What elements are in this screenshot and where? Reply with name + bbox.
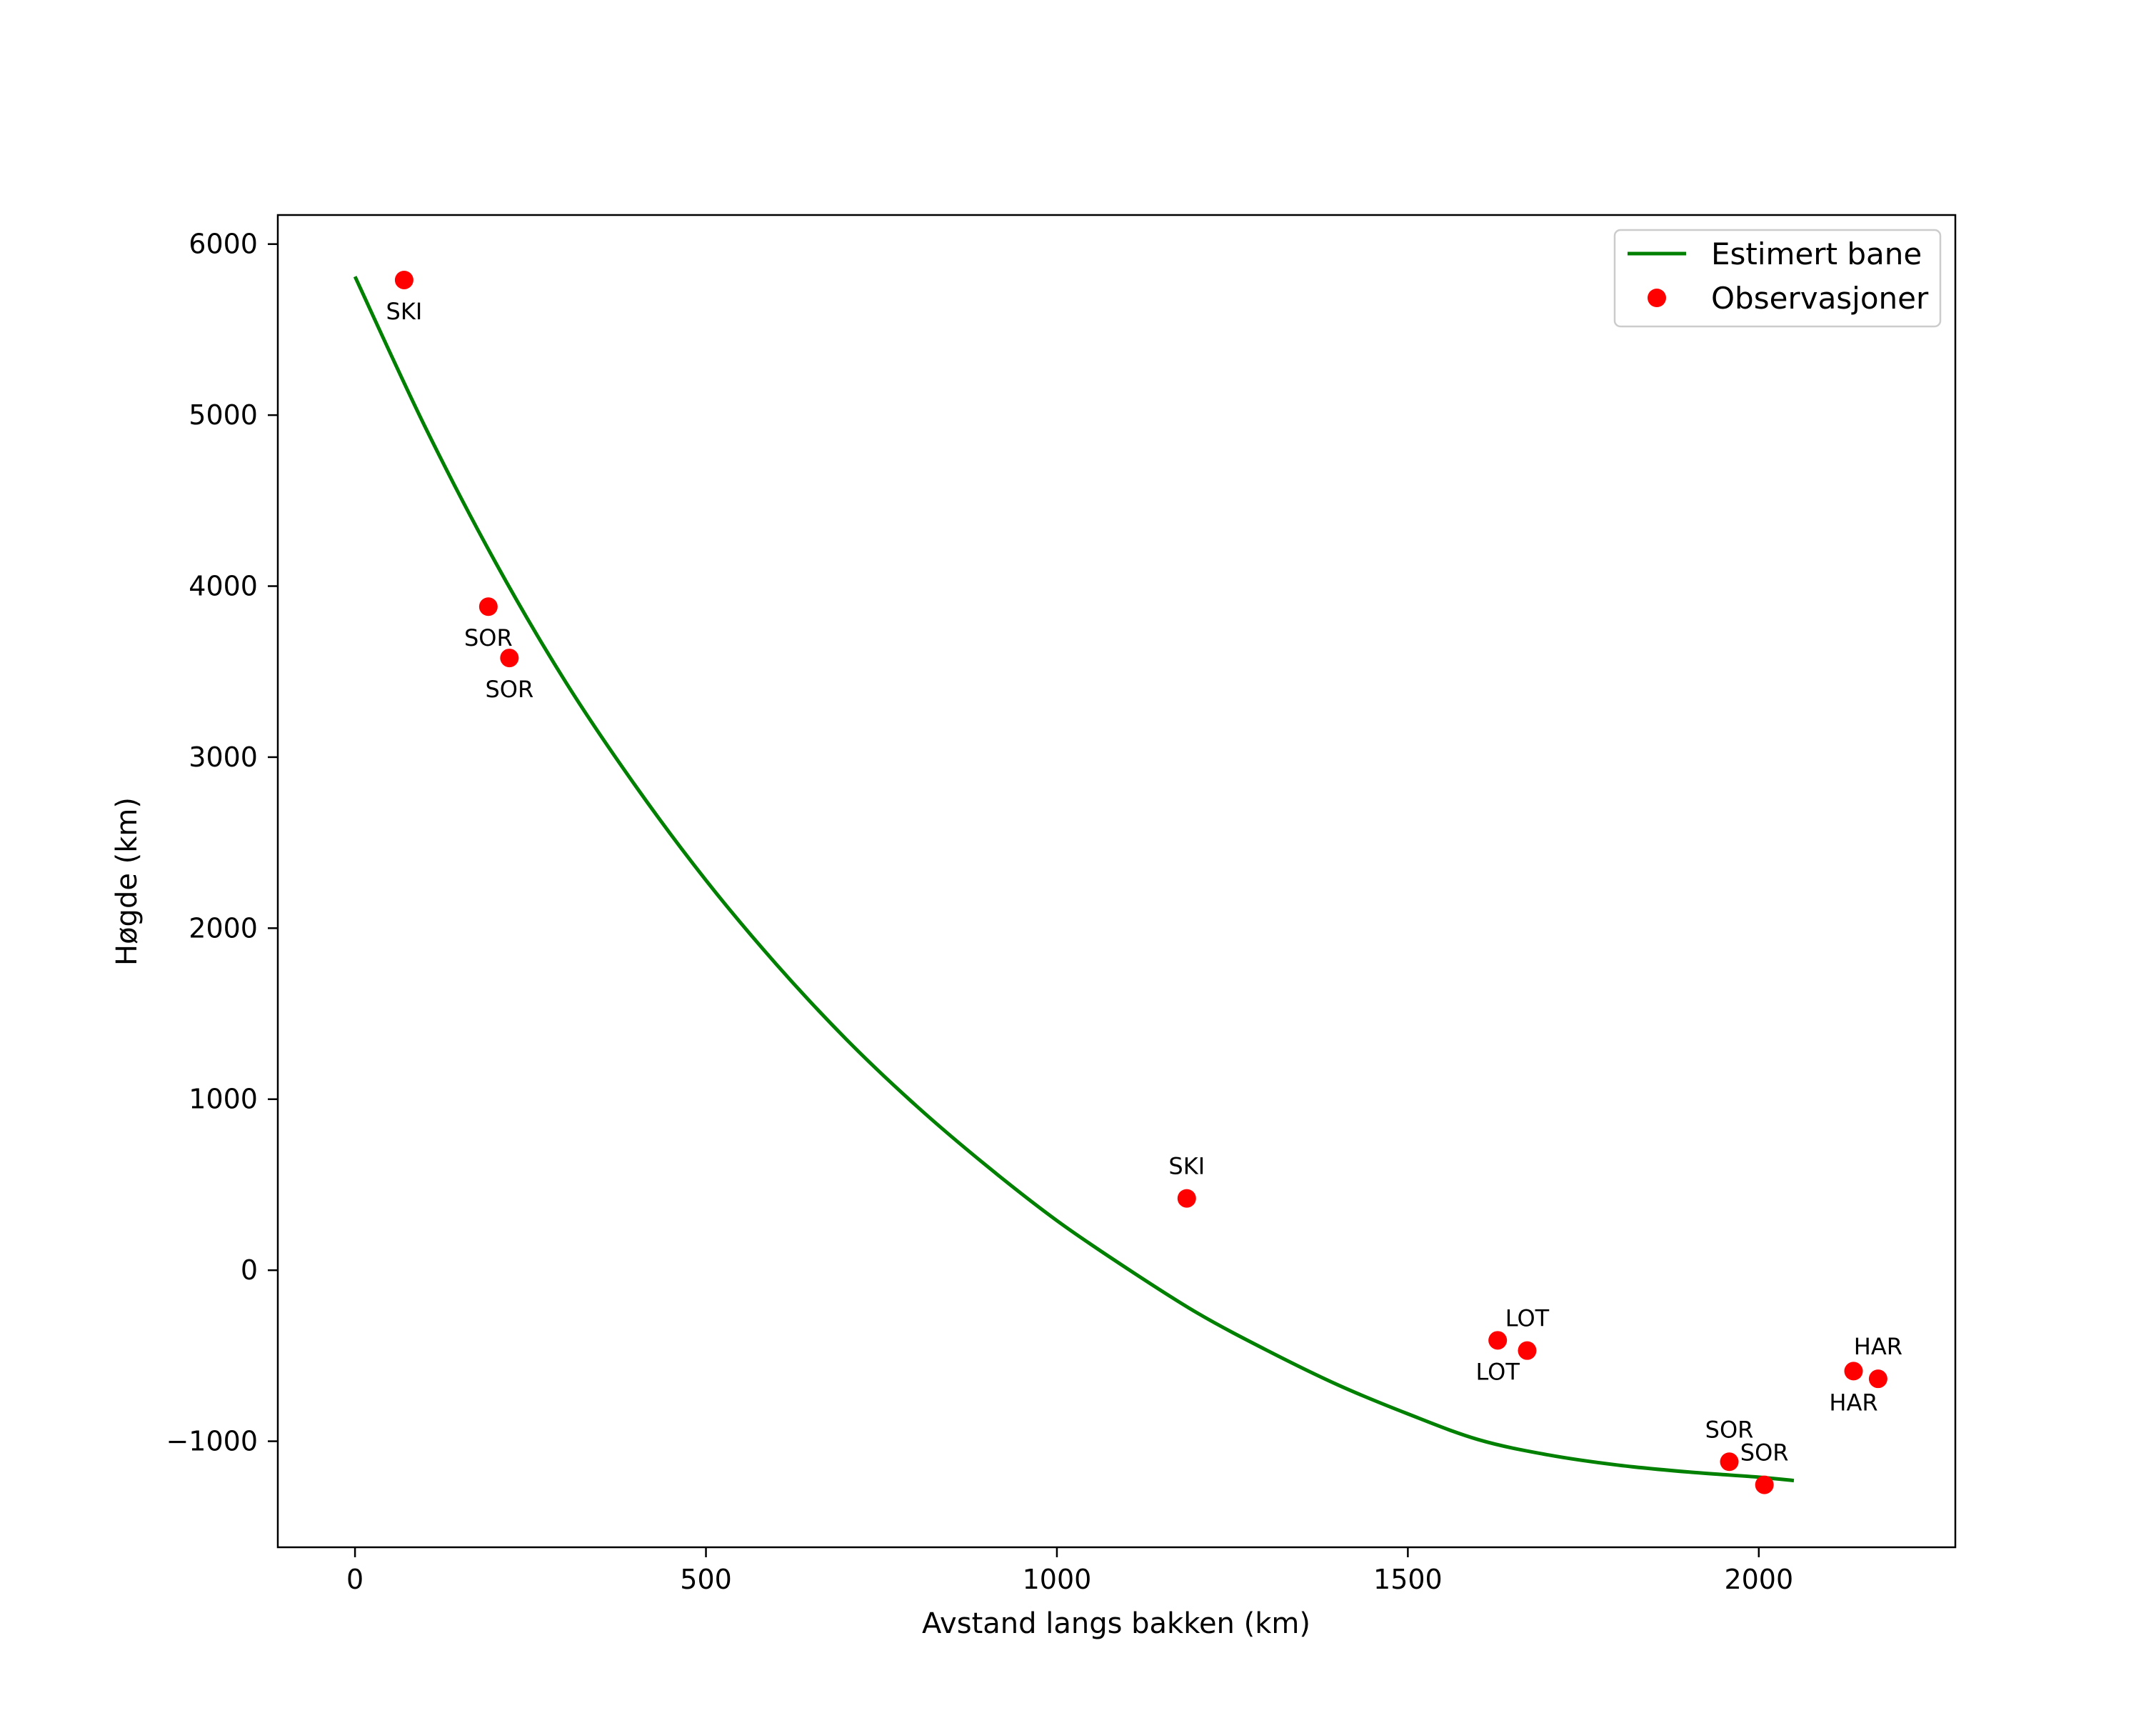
y-tick-label: 1000	[189, 1084, 258, 1115]
observation-point	[1177, 1189, 1196, 1208]
x-tick-label: 1500	[1373, 1564, 1443, 1595]
y-tick-label: 5000	[189, 399, 258, 431]
observation-point	[478, 597, 498, 616]
legend-marker-swatch	[1648, 289, 1666, 307]
y-tick-label: 6000	[189, 229, 258, 260]
legend-label-line: Estimert bane	[1711, 236, 1922, 271]
observation-label: SOR	[464, 624, 513, 651]
observation-point	[1868, 1369, 1887, 1389]
y-tick-label: 2000	[189, 912, 258, 944]
plot-area	[276, 214, 1957, 1549]
observation-label: HAR	[1829, 1389, 1877, 1416]
y-tick-label: 3000	[189, 741, 258, 773]
observation-point	[500, 649, 519, 668]
y-axis: −1000 0 1000 2000 3000 4000 5000 6000	[166, 229, 278, 1457]
y-tick-label: 4000	[189, 571, 258, 602]
observation-point	[1488, 1331, 1508, 1350]
y-tick-label: −1000	[166, 1426, 258, 1457]
y-tick-label: 0	[241, 1254, 258, 1286]
observation-label: LOT	[1505, 1305, 1550, 1332]
observation-point	[394, 270, 413, 289]
observation-label: SOR	[485, 676, 533, 703]
x-tick-label: 2000	[1724, 1564, 1793, 1595]
x-axis-label: Avstand langs bakken (km)	[922, 1607, 1310, 1640]
observation-point	[1518, 1341, 1537, 1360]
observation-label: HAR	[1854, 1333, 1902, 1360]
estimated-trajectory-line	[353, 276, 1795, 1483]
legend: Estimert bane Observasjoner	[1613, 229, 1942, 328]
observation-point	[1720, 1452, 1739, 1472]
x-tick-label: 500	[680, 1564, 732, 1595]
legend-label-points: Observasjoner	[1711, 281, 1929, 316]
observation-point	[1844, 1362, 1863, 1381]
observation-label: LOT	[1475, 1358, 1520, 1385]
observation-point	[1755, 1475, 1774, 1494]
x-tick-label: 0	[346, 1564, 363, 1595]
observation-label: SOR	[1705, 1416, 1754, 1443]
x-axis: 0 500 1000 1500 2000	[346, 1547, 1793, 1595]
legend-box	[1613, 229, 1942, 328]
observation-label: SKI	[386, 298, 423, 325]
y-axis-label: Høgde (km)	[111, 797, 144, 966]
observation-label: SOR	[1740, 1439, 1789, 1467]
observation-label: SKI	[1168, 1153, 1205, 1180]
x-tick-label: 1000	[1023, 1564, 1092, 1595]
